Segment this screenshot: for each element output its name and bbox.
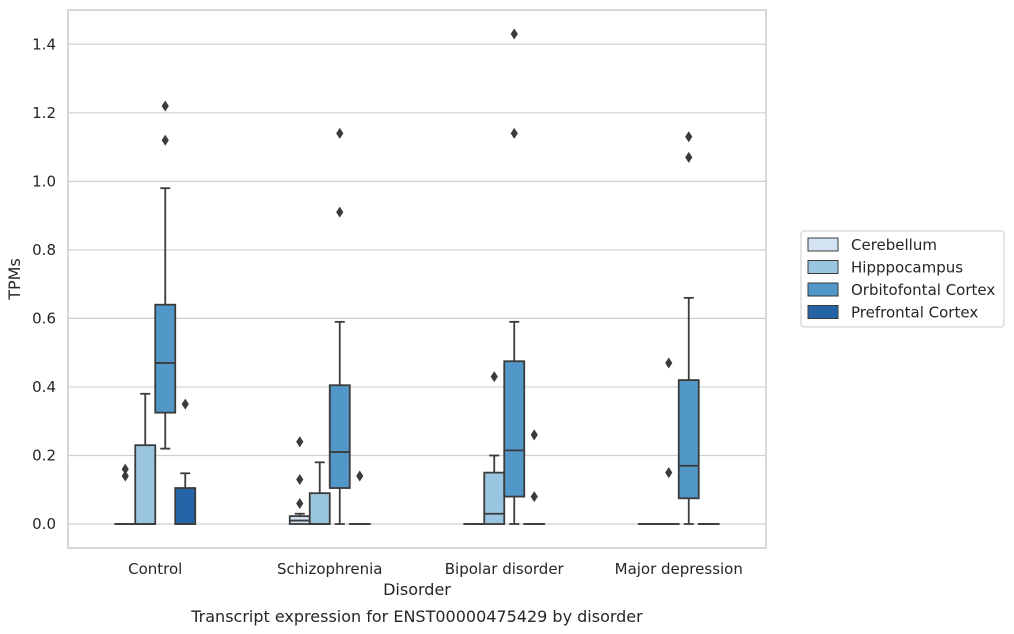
y-tick-labels: 0.0 0.2 0.4 0.6 0.8 1.0 1.2 1.4 — [32, 35, 56, 533]
outlier-point — [665, 357, 673, 369]
y-tick-label: 0.4 — [32, 378, 56, 396]
box-hipppocampus — [308, 461, 331, 525]
legend-swatch — [807, 260, 839, 274]
box-orbitofontal-cortex — [503, 28, 526, 525]
legend-label: Prefrontal Cortex — [851, 304, 978, 322]
x-tick-labels: Control Schizophrenia Bipolar disorder Majo… — [128, 560, 743, 578]
outlier-point — [121, 470, 129, 482]
box-marks — [114, 28, 720, 525]
outlier-point — [161, 100, 169, 112]
legend-label: Orbitofontal Cortex — [851, 281, 995, 299]
legend-label: Hipppocampus — [851, 259, 963, 277]
outlier-point — [685, 131, 693, 143]
box-hipppocampus — [483, 371, 506, 525]
outlier-point — [356, 470, 364, 482]
box-body — [174, 487, 197, 525]
outlier-point — [121, 463, 129, 475]
outlier-point — [685, 151, 693, 163]
outlier-point — [296, 473, 304, 485]
box-body — [134, 444, 157, 525]
outlier-point — [296, 497, 304, 509]
x-tick-label: Schizophrenia — [277, 560, 382, 578]
outlier-point — [510, 127, 518, 139]
y-tick-label: 1.4 — [32, 35, 56, 53]
outlier-point — [336, 127, 344, 139]
box-body — [328, 384, 351, 489]
box-body — [483, 471, 506, 525]
legend-label: Cerebellum — [851, 236, 937, 254]
y-tick-label: 1.2 — [32, 104, 56, 122]
outlier-point — [336, 206, 344, 218]
gridlines — [68, 43, 766, 525]
y-tick-label: 0.0 — [32, 515, 56, 533]
y-tick-label: 0.2 — [32, 446, 56, 464]
legend-swatch — [807, 237, 839, 252]
legend-swatch — [807, 305, 839, 319]
box-orbitofontal-cortex — [677, 131, 700, 525]
y-tick-label: 0.8 — [32, 241, 56, 259]
box-body — [308, 492, 331, 525]
x-axis-label: Disorder — [383, 580, 451, 599]
box-orbitofontal-cortex — [328, 127, 351, 525]
box-body — [154, 303, 177, 414]
outlier-point — [296, 436, 304, 448]
box-orbitofontal-cortex — [154, 100, 177, 450]
y-tick-label: 1.0 — [32, 172, 56, 190]
outlier-point — [490, 371, 498, 383]
box-body — [677, 379, 700, 500]
chart-title: Transcript expression for ENST0000047542… — [190, 607, 643, 626]
box-cerebellum — [288, 436, 311, 525]
box-body — [503, 360, 526, 498]
outlier-point — [665, 467, 673, 479]
legend: Cerebellum Hipppocampus Orbitofontal Corte… — [800, 230, 1005, 328]
plot-frame — [67, 9, 767, 549]
legend-frame — [800, 230, 1005, 328]
outlier-point — [510, 28, 518, 40]
y-tick-label: 0.6 — [32, 309, 56, 327]
box-prefrontal-cortex — [348, 470, 371, 525]
box-cerebellum — [114, 463, 137, 525]
y-axis-label: TPMs — [5, 258, 24, 301]
x-tick-label: Control — [128, 560, 182, 578]
box-hipppocampus — [657, 357, 680, 525]
x-tick-label: Bipolar disorder — [445, 560, 565, 578]
box-hipppocampus — [134, 392, 157, 525]
outlier-point — [161, 134, 169, 146]
box-prefrontal-cortex — [523, 429, 546, 525]
outlier-point — [181, 398, 189, 410]
box-prefrontal-cortex — [174, 398, 197, 525]
legend-swatch — [807, 282, 839, 297]
outlier-point — [530, 491, 538, 503]
x-tick-label: Major depression — [615, 560, 743, 578]
outlier-point — [530, 429, 538, 441]
